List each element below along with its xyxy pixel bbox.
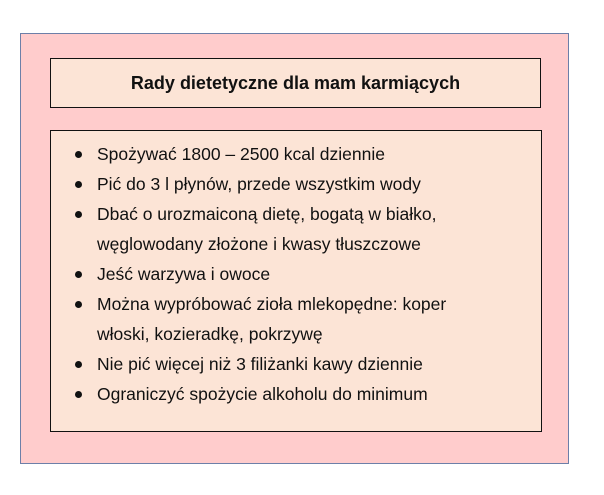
list-item-text: Dbać o urozmaiconą dietę, bogatą w białk… [97,204,437,224]
bullet-icon [75,301,82,308]
list-item: Dbać o urozmaiconą dietę, bogatą w białk… [51,199,541,259]
list-item: Jeść warzywa i owoce [51,259,541,289]
list-item: Można wypróbować zioła mlekopędne: koper… [51,289,541,349]
title-box: Rady dietetyczne dla mam karmiących [50,58,541,108]
bullet-icon [75,181,82,188]
advice-list-box: Spożywać 1800 – 2500 kcal dziennie Pić do… [50,130,542,432]
list-item: Nie pić więcej niż 3 filiżanki kawy dzie… [51,349,541,379]
bullet-icon [75,391,82,398]
list-item-text: węglowodany złożone i kwasy tłuszczowe [97,234,421,254]
list-item-text: Jeść warzywa i owoce [97,264,271,284]
list-item-text: Pić do 3 l płynów, przede wszystkim wody [97,174,421,194]
list-item-text: Można wypróbować zioła mlekopędne: koper [97,294,447,314]
list-item: Spożywać 1800 – 2500 kcal dziennie [51,139,541,169]
list-item-text: Ograniczyć spożycie alkoholu do minimum [97,384,428,404]
list-item: Ograniczyć spożycie alkoholu do minimum [51,379,541,409]
page-title: Rady dietetyczne dla mam karmiących [130,72,461,93]
list-item-text: Spożywać 1800 – 2500 kcal dziennie [97,144,385,164]
list-item-text: Nie pić więcej niż 3 filiżanki kawy dzie… [97,354,423,374]
list-item-text: włoski, kozieradkę, pokrzywę [97,324,323,344]
list-item: Pić do 3 l płynów, przede wszystkim wody [51,169,541,199]
bullet-icon [75,151,82,158]
bullet-icon [75,211,82,218]
bullet-icon [75,361,82,368]
advice-list: Spożywać 1800 – 2500 kcal dziennie Pić do… [51,131,541,409]
bullet-icon [75,271,82,278]
